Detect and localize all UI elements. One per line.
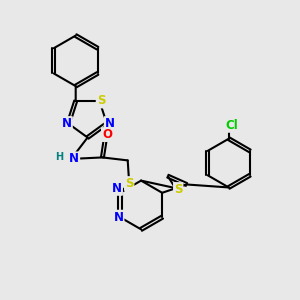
Text: S: S: [97, 94, 105, 107]
Text: N: N: [62, 117, 72, 130]
Text: Cl: Cl: [225, 119, 238, 132]
Text: O: O: [102, 128, 112, 141]
Text: H: H: [55, 152, 63, 161]
Text: N: N: [113, 211, 124, 224]
Text: N: N: [105, 117, 115, 130]
Text: S: S: [174, 183, 182, 196]
Text: N: N: [112, 182, 122, 195]
Text: N: N: [69, 152, 79, 165]
Text: S: S: [125, 177, 134, 190]
